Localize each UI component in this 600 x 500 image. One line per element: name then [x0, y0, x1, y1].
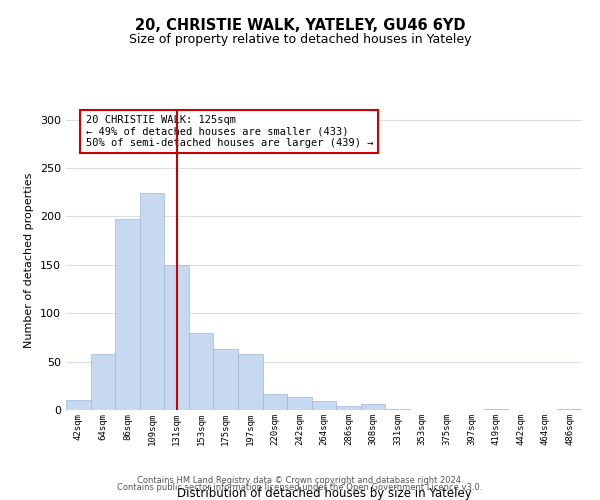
Bar — [361, 404, 385, 410]
Bar — [91, 354, 115, 410]
Text: Contains public sector information licensed under the Open Government Licence v3: Contains public sector information licen… — [118, 484, 482, 492]
Bar — [557, 409, 582, 410]
Text: Size of property relative to detached houses in Yateley: Size of property relative to detached ho… — [129, 32, 471, 46]
Bar — [312, 402, 336, 410]
Bar — [140, 193, 164, 410]
Bar — [164, 265, 189, 410]
Y-axis label: Number of detached properties: Number of detached properties — [25, 172, 34, 348]
Bar — [263, 394, 287, 410]
Bar — [238, 354, 263, 410]
Bar — [287, 398, 312, 410]
Text: 20 CHRISTIE WALK: 125sqm
← 49% of detached houses are smaller (433)
50% of semi-: 20 CHRISTIE WALK: 125sqm ← 49% of detach… — [86, 115, 373, 148]
X-axis label: Distribution of detached houses by size in Yateley: Distribution of detached houses by size … — [176, 486, 472, 500]
Bar — [189, 332, 214, 410]
Bar — [66, 400, 91, 410]
Bar — [115, 220, 140, 410]
Bar — [484, 409, 508, 410]
Text: 20, CHRISTIE WALK, YATELEY, GU46 6YD: 20, CHRISTIE WALK, YATELEY, GU46 6YD — [135, 18, 465, 32]
Text: Contains HM Land Registry data © Crown copyright and database right 2024.: Contains HM Land Registry data © Crown c… — [137, 476, 463, 485]
Bar — [214, 349, 238, 410]
Bar — [336, 406, 361, 410]
Bar — [385, 409, 410, 410]
